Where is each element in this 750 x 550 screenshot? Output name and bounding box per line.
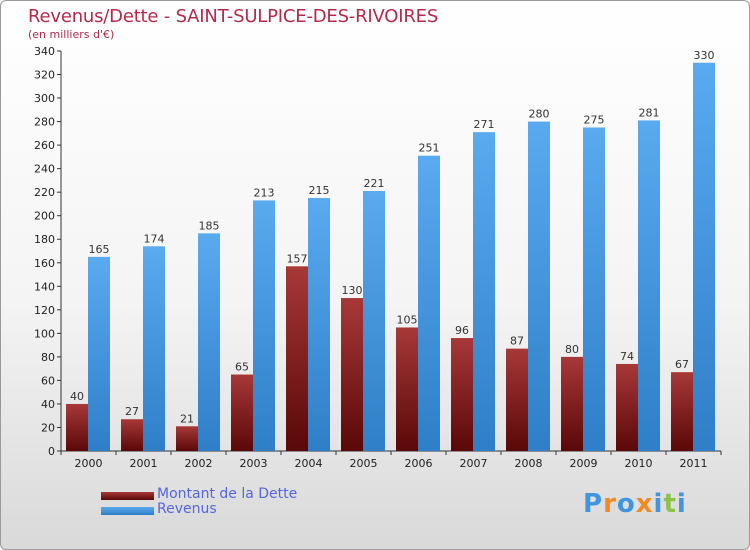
bar-revenue: [198, 233, 220, 451]
bar-debt: [506, 348, 528, 451]
data-label-debt: 40: [70, 390, 84, 403]
data-label-revenue: 215: [309, 184, 330, 197]
chart-title: Revenus/Dette - SAINT-SULPICE-DES-RIVOIR…: [28, 6, 439, 27]
y-tick-label: 40: [41, 398, 55, 411]
bar-revenue: [528, 121, 550, 452]
bar-debt: [561, 356, 583, 451]
y-tick-label: 80: [41, 351, 55, 364]
bar-revenue: [583, 127, 605, 452]
chart-subtitle: (en milliers d'€): [28, 28, 115, 41]
logo-letter: o: [616, 489, 636, 519]
bar-revenue: [143, 246, 165, 451]
y-tick-label: 320: [34, 69, 55, 82]
y-tick-label: 280: [34, 116, 55, 129]
data-label-debt: 87: [510, 335, 524, 348]
y-tick-label: 160: [34, 257, 55, 270]
data-label-revenue: 165: [89, 243, 110, 256]
proxiti-logo: Proxiti: [583, 489, 687, 519]
bar-debt: [396, 327, 418, 451]
bar-revenue: [253, 200, 275, 451]
data-label-revenue: 275: [584, 113, 605, 126]
y-tick-label: 0: [48, 445, 55, 458]
bar-debt: [66, 403, 88, 451]
data-label-revenue: 185: [199, 219, 220, 232]
x-tick-label: 2000: [75, 457, 103, 470]
legend-swatch-debt: [101, 492, 154, 500]
logo-letter: r: [603, 489, 617, 519]
y-tick-label: 300: [34, 92, 55, 105]
logo-letter: i: [676, 489, 687, 519]
x-tick-label: 2004: [295, 457, 323, 470]
data-label-debt: 21: [180, 412, 194, 425]
bar-revenue: [308, 198, 330, 451]
data-label-revenue: 330: [694, 49, 715, 62]
data-label-revenue: 221: [364, 177, 385, 190]
x-tick-label: 2003: [240, 457, 268, 470]
x-tick-label: 2009: [570, 457, 598, 470]
bar-revenue: [638, 120, 660, 451]
data-label-debt: 105: [397, 313, 418, 326]
data-label-revenue: 174: [144, 232, 165, 245]
x-tick-label: 2008: [515, 457, 543, 470]
y-tick-label: 100: [34, 327, 55, 340]
y-tick-label: 200: [34, 210, 55, 223]
bar-debt: [176, 426, 198, 451]
legend-swatch-revenue: [101, 507, 154, 515]
data-label-debt: 27: [125, 405, 139, 418]
chart-axes: 0 20 40 60 80 100 120 140 160 180 200 220 240 260 280 3…: [34, 45, 722, 470]
x-tick-label: 2010: [625, 457, 653, 470]
data-label-revenue: 280: [529, 108, 550, 121]
x-tick-label: 2001: [130, 457, 158, 470]
bar-debt: [616, 363, 638, 451]
data-label-debt: 80: [565, 343, 579, 356]
data-label-debt: 65: [235, 361, 249, 374]
bar-debt: [671, 372, 693, 451]
data-label-revenue: 281: [639, 106, 660, 119]
data-label-debt: 96: [455, 324, 469, 337]
legend-label-debt: Montant de la Dette: [157, 486, 298, 502]
bar-debt: [231, 374, 253, 451]
y-tick-label: 260: [34, 139, 55, 152]
data-label-revenue: 271: [474, 118, 495, 131]
y-tick-label: 180: [34, 233, 55, 246]
logo-letter: t: [663, 489, 677, 519]
logo-letter: i: [653, 489, 664, 519]
data-label-revenue: 251: [419, 142, 440, 155]
bar-debt: [341, 298, 363, 451]
data-label-revenue: 213: [254, 186, 275, 199]
x-tick-label: 2007: [460, 457, 488, 470]
bar-revenue: [473, 132, 495, 452]
bar-debt: [451, 338, 473, 451]
bar-revenue: [418, 155, 440, 452]
y-tick-label: 240: [34, 163, 55, 176]
chart-labels: 4016527174211856521315721513022110525196…: [70, 49, 715, 426]
data-label-debt: 130: [342, 284, 363, 297]
bar-debt: [286, 266, 308, 451]
y-tick-label: 60: [41, 374, 55, 387]
logo-letter: x: [635, 489, 654, 519]
data-label-debt: 67: [675, 358, 689, 371]
x-tick-label: 2002: [185, 457, 213, 470]
x-tick-label: 2005: [350, 457, 378, 470]
chart-bars: [66, 62, 715, 452]
data-label-debt: 74: [620, 350, 634, 363]
legend-label-revenue: Revenus: [157, 501, 217, 517]
y-tick-label: 140: [34, 280, 55, 293]
y-tick-label: 340: [34, 45, 55, 58]
bar-debt: [121, 419, 143, 451]
bar-revenue: [693, 62, 715, 451]
bar-revenue: [88, 256, 110, 451]
y-tick-label: 220: [34, 186, 55, 199]
y-tick-label: 20: [41, 421, 55, 434]
x-tick-label: 2011: [680, 457, 708, 470]
x-tick-label: 2006: [405, 457, 433, 470]
y-tick-label: 120: [34, 304, 55, 317]
logo-letter: P: [583, 489, 604, 519]
data-label-debt: 157: [287, 252, 308, 265]
bar-revenue: [363, 191, 385, 451]
